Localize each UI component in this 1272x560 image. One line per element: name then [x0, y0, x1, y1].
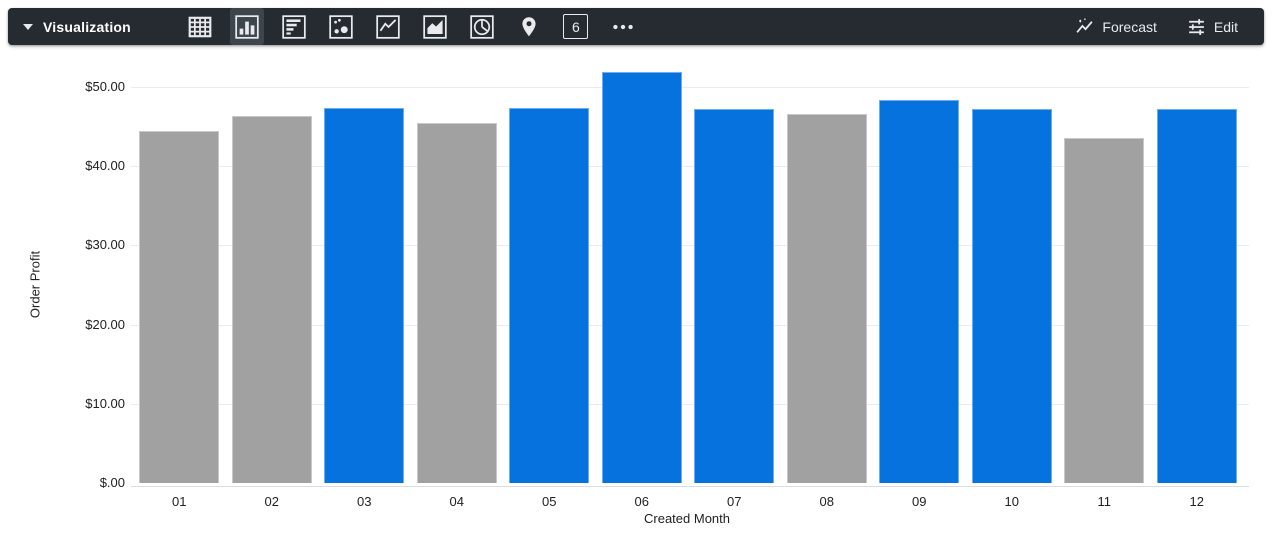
- bar-month-02[interactable]: [231, 116, 312, 483]
- bar-month-01[interactable]: [139, 130, 220, 483]
- chart-type-switcher: 6: [183, 8, 640, 45]
- pie-chart-icon: [470, 14, 494, 39]
- forecast-label: Forecast: [1102, 18, 1157, 35]
- x-tick-label: 11: [1097, 494, 1112, 509]
- edit-settings-icon: [1188, 19, 1204, 35]
- x-tick-label: 12: [1189, 494, 1204, 509]
- single-value-digit: 6: [572, 18, 580, 35]
- line-chart-icon: [376, 14, 400, 39]
- x-tick-label: 01: [172, 494, 187, 509]
- forecast-button[interactable]: Forecast: [1075, 17, 1157, 36]
- y-tick-label: $40.00: [85, 158, 125, 174]
- bar-month-09[interactable]: [879, 99, 960, 483]
- x-tick-label: 03: [357, 494, 372, 509]
- column-chart: Order Profit $.00 $10.00 $20.00 $30.00 $40.0…: [0, 45, 1272, 560]
- bar-month-10[interactable]: [971, 109, 1052, 483]
- more-options-icon: [613, 24, 633, 29]
- gridline: [131, 166, 1249, 168]
- x-tick-label: 08: [819, 494, 834, 509]
- edit-label: Edit: [1213, 18, 1238, 35]
- gridline: [131, 324, 1249, 326]
- table-icon: [188, 16, 212, 37]
- viz-type-map-button[interactable]: [512, 8, 546, 45]
- viz-type-column-button[interactable]: [229, 8, 264, 45]
- bar-month-05[interactable]: [509, 107, 590, 483]
- column-chart-icon: [235, 14, 259, 39]
- viz-type-area-button[interactable]: [418, 8, 452, 45]
- x-tick-label: 09: [912, 494, 927, 509]
- map-pin-icon: [522, 16, 536, 36]
- edit-button[interactable]: Edit: [1187, 17, 1238, 36]
- gridline: [131, 485, 1249, 487]
- collapse-caret-icon[interactable]: [23, 23, 33, 30]
- scatter-plot-icon: [329, 14, 353, 39]
- y-tick-label: $50.00: [85, 79, 125, 94]
- bar-month-07[interactable]: [694, 109, 775, 483]
- viz-type-pie-button[interactable]: [465, 8, 499, 45]
- gridline: [131, 87, 1249, 88]
- area-chart-icon: [423, 14, 447, 39]
- bar-month-11[interactable]: [1064, 137, 1145, 483]
- x-tick-label: 07: [727, 494, 742, 509]
- visualization-toolbar: Visualization: [8, 8, 1264, 45]
- viz-type-line-button[interactable]: [371, 8, 405, 45]
- x-tick-label: 02: [264, 494, 279, 509]
- visualization-header[interactable]: Visualization: [8, 19, 131, 35]
- x-tick-label: 10: [1004, 494, 1019, 509]
- forecast-icon: [1076, 18, 1093, 33]
- bar-month-04[interactable]: [416, 122, 497, 483]
- x-tick-label: 05: [542, 494, 557, 509]
- x-tick-label: 04: [449, 494, 464, 509]
- x-axis-title: Created Month: [644, 511, 730, 526]
- viz-type-bar-button[interactable]: [277, 8, 311, 45]
- y-tick-label: $20.00: [85, 316, 125, 332]
- viz-type-single-value-button[interactable]: 6: [559, 8, 593, 45]
- y-axis-title: Order Profit: [27, 250, 43, 319]
- toolbar-title: Visualization: [43, 18, 131, 35]
- bar-chart-icon: [282, 14, 306, 39]
- single-value-icon: 6: [563, 14, 589, 39]
- viz-type-more-button[interactable]: [606, 8, 640, 45]
- bar-month-08[interactable]: [786, 113, 867, 483]
- viz-type-table-button[interactable]: [183, 8, 217, 45]
- y-tick-label: $30.00: [85, 237, 125, 253]
- viz-type-scatter-button[interactable]: [324, 8, 358, 45]
- gridline: [131, 403, 1249, 405]
- bar-month-06[interactable]: [601, 71, 682, 483]
- x-tick-label: 06: [634, 494, 649, 509]
- y-tick-label: $.00: [99, 475, 125, 490]
- y-tick-label: $10.00: [85, 395, 125, 411]
- bar-month-12[interactable]: [1156, 109, 1237, 483]
- bar-month-03[interactable]: [324, 107, 405, 483]
- gridline: [131, 245, 1249, 247]
